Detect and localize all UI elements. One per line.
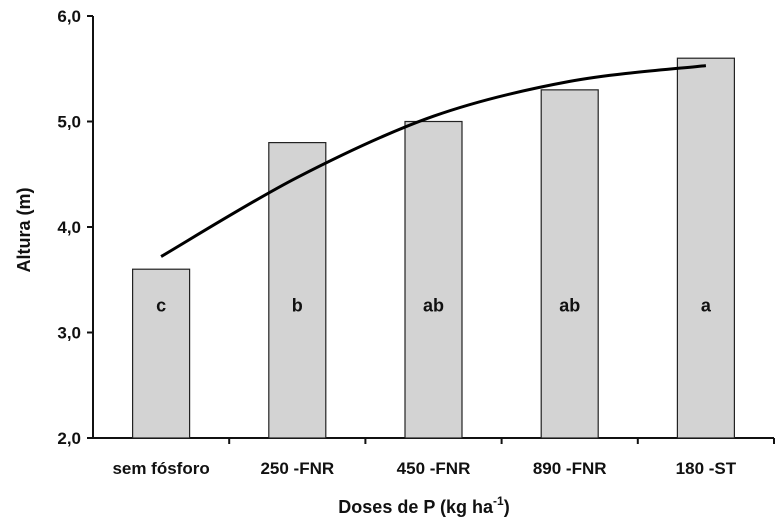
significance-letter: ab: [423, 295, 444, 315]
labels: 2,0 3,0 4,0 5,0 6,0 sem fósforo c 250 -FNR b 450 …: [57, 7, 736, 478]
x-axis-title-superscript: -1: [493, 494, 504, 508]
y-axis-title: Altura (m): [14, 187, 34, 272]
trend-line-group: [160, 64, 707, 258]
bar: [404, 120, 463, 439]
y-tick-label: 2,0: [57, 429, 81, 448]
significance-letter: a: [701, 295, 712, 315]
bar: [540, 89, 599, 439]
x-tick-label: 450 -FNR: [397, 459, 471, 478]
x-axis-title-main: Doses de P (kg ha: [338, 497, 494, 517]
x-axis-title-close: ): [504, 497, 510, 517]
significance-letter: ab: [559, 295, 580, 315]
x-tick-label: 250 -FNR: [260, 459, 334, 478]
x-tick-label: 890 -FNR: [533, 459, 607, 478]
trend-line: [160, 64, 707, 258]
x-tick-label: 180 -ST: [676, 459, 737, 478]
significance-letter: c: [156, 295, 166, 315]
bar: [676, 57, 736, 439]
x-tick-label: sem fósforo: [112, 459, 209, 478]
x-axis-title: Doses de P (kg ha-1): [338, 494, 509, 517]
y-tick-label: 5,0: [57, 113, 81, 132]
bar: [268, 142, 327, 439]
bar: [132, 268, 191, 439]
y-tick-label: 6,0: [57, 7, 81, 26]
bars: [132, 57, 736, 439]
significance-letter: b: [292, 295, 303, 315]
y-tick-label: 4,0: [57, 218, 81, 237]
y-tick-label: 3,0: [57, 324, 81, 343]
